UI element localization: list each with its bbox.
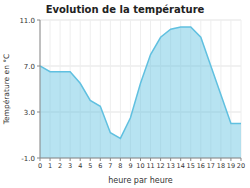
x-tick-label: 4 — [78, 162, 82, 170]
y-tick-label: -1.0 — [21, 155, 35, 163]
x-tick-label: 1 — [48, 162, 52, 170]
x-tick-label: 2 — [58, 162, 62, 170]
area-fill — [40, 27, 241, 158]
x-tick — [210, 158, 211, 161]
x-tick — [190, 158, 191, 161]
plot-area — [40, 27, 241, 158]
y-axis-label: Température en °C — [2, 54, 11, 126]
x-tick-label: 5 — [88, 162, 92, 170]
x-tick-label: 12 — [156, 162, 164, 170]
x-tick — [100, 158, 101, 161]
y-tick — [37, 112, 40, 113]
x-tick — [140, 158, 141, 161]
x-grid-line — [40, 20, 41, 158]
x-tick-label: 18 — [217, 162, 225, 170]
x-axis-label: heure par heure — [108, 176, 173, 185]
x-tick-label: 8 — [118, 162, 122, 170]
area-line — [40, 27, 241, 139]
x-tick — [130, 158, 131, 161]
x-tick — [110, 158, 111, 161]
x-tick-label: 0 — [38, 162, 42, 170]
chart-svg: -1.03.07.011.001234567891011121314151617… — [0, 0, 250, 188]
x-tick — [220, 158, 221, 161]
x-tick-label: 7 — [108, 162, 112, 170]
axes: -1.03.07.011.001234567891011121314151617… — [19, 17, 245, 171]
chart-title: Evolution de la température — [46, 4, 205, 15]
chart-container: -1.03.07.011.001234567891011121314151617… — [0, 0, 250, 188]
x-tick-label: 3 — [68, 162, 72, 170]
x-tick — [120, 158, 121, 161]
x-tick — [241, 158, 242, 161]
x-tick-label: 20 — [237, 162, 245, 170]
y-tick-label: 7.0 — [24, 63, 35, 71]
x-tick — [90, 158, 91, 161]
y-axis-line — [40, 20, 41, 158]
x-tick — [50, 158, 51, 161]
y-tick-label: 11.0 — [19, 17, 35, 25]
x-tick-label: 17 — [207, 162, 215, 170]
x-tick-label: 9 — [128, 162, 132, 170]
x-tick-label: 11 — [146, 162, 154, 170]
grid — [40, 20, 241, 158]
x-tick-label: 19 — [227, 162, 235, 170]
y-tick — [37, 66, 40, 67]
x-tick — [170, 158, 171, 161]
x-tick-label: 14 — [177, 162, 185, 170]
x-tick — [60, 158, 61, 161]
x-tick — [200, 158, 201, 161]
x-tick-label: 16 — [197, 162, 205, 170]
x-tick-label: 6 — [98, 162, 102, 170]
x-tick — [180, 158, 181, 161]
y-tick-label: 3.0 — [24, 109, 35, 117]
x-tick — [40, 158, 41, 161]
x-tick — [70, 158, 71, 161]
x-tick — [80, 158, 81, 161]
y-tick — [37, 20, 40, 21]
x-tick-label: 10 — [136, 162, 144, 170]
x-tick — [160, 158, 161, 161]
x-tick — [230, 158, 231, 161]
x-tick-label: 13 — [167, 162, 175, 170]
x-tick-label: 15 — [187, 162, 195, 170]
x-tick — [150, 158, 151, 161]
